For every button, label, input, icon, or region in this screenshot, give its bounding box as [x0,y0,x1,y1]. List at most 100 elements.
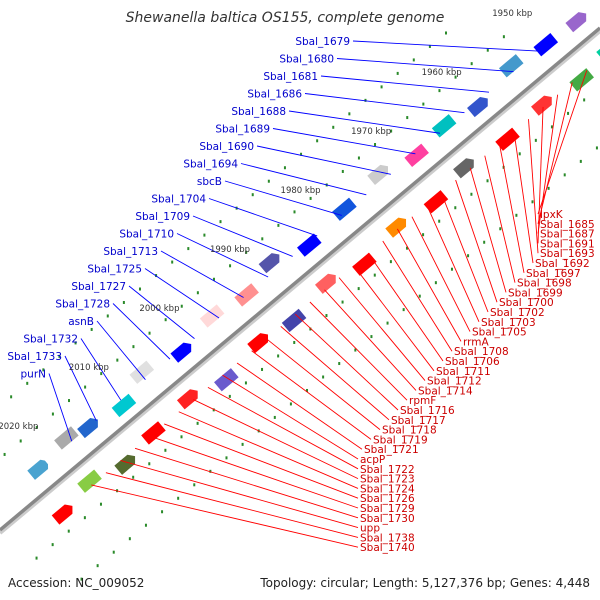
backbone-shadow [0,29,600,535]
reverse-leader [105,472,359,538]
reverse-gene [453,158,474,179]
reverse-leader [280,326,390,421]
track-dot [386,321,389,325]
track-dot [228,394,231,398]
reverse-gene-label: Sbal_1717 [391,415,446,427]
reverse-leader [440,192,489,313]
reverse-leader [528,119,539,254]
forward-leader [304,93,465,114]
track-dot [84,385,87,389]
forward-leader [224,180,342,216]
track-dot [132,345,135,349]
forward-gene [367,164,389,185]
track-dot [515,213,518,217]
reverse-gene-label: Sbal_1726 [360,493,415,505]
track-dot [434,281,437,285]
track-dot [354,348,357,352]
track-dot [325,314,328,318]
forward-gene [565,12,587,33]
track-dot [148,331,151,335]
track-dot [212,277,215,281]
track-dot [406,116,409,120]
forward-leader [352,40,539,52]
track-dot [357,287,360,291]
track-dot [277,223,280,227]
kbp-tick-label: 1980 kbp [281,186,321,196]
reverse-leader [324,289,417,391]
forward-leader [80,338,122,401]
track-dot [563,173,566,177]
track-dot [454,75,457,79]
forward-leader [48,373,73,442]
reverse-leader [498,143,525,273]
reverse-gene [77,469,102,493]
track-dot [309,327,312,331]
forward-leader [160,250,244,298]
forward-leader [96,320,146,380]
track-dot [595,146,598,150]
gene-labels: Sbal_1679 Sbal_1680 Sbal_1681 Sbal_1686 Sbal… [0,9,595,554]
forward-gene-label: Sbal_1727 [71,281,126,293]
reverse-leader [149,435,359,509]
reverse-gene-label: Sbal_1711 [436,366,491,378]
track-dot [402,308,405,312]
forward-gene [54,426,79,450]
forward-gene [498,54,524,78]
track-dot [196,421,199,425]
reverse-gene-label: Sbal_1721 [364,444,419,456]
forward-leader [64,355,97,421]
reverse-leader [426,204,480,322]
reverse-leader [537,106,544,244]
reverse-gene [114,454,136,475]
reverse-gene [531,95,552,116]
track-dot [132,475,135,479]
reverse-gene-label: Sbal_1718 [382,425,437,437]
track-dot [128,537,131,541]
track-dot [35,556,38,560]
track-dot [112,550,115,554]
reverse-gene-label: Sbal_1706 [445,356,500,368]
reverse-gene-label: Sbal_1693 [540,248,595,260]
forward-gene [42,443,68,468]
reverse-gene-label: Sbal_1697 [526,268,581,280]
track-dot [450,267,453,271]
track-dot [144,523,147,527]
forward-gene-label: Sbal_1690 [199,141,254,153]
reverse-gene-label: Sbal_1716 [400,405,455,417]
reverse-leader [134,447,359,519]
forward-gene-label: Sbal_1689 [215,124,270,136]
track-dot [322,375,325,379]
reverse-leader [91,484,359,548]
track-dot [547,186,550,190]
track-dot [289,402,292,406]
forward-leader [288,110,440,134]
reverse-gene [352,252,377,276]
genome-track [0,26,600,535]
track-dot [196,291,199,295]
track-dot [438,219,441,223]
track-dot [26,381,29,385]
track-dot [502,35,505,39]
track-dot [187,247,190,251]
track-dot [100,372,103,376]
reverse-leader [120,460,359,529]
map-title: Shewanella baltica OS155, complete genom… [126,10,445,26]
forward-leader [176,233,269,278]
forward-gene-label: Sbal_1686 [247,89,302,101]
track-dot [370,335,373,339]
track-dot [531,200,534,204]
track-dot [244,381,247,385]
reverse-gene-label: Sbal_1702 [490,307,545,319]
reverse-gene-label: Sbal_1740 [360,542,415,554]
track-dot [180,435,183,439]
reverse-gene-label: Sbal_1738 [360,532,415,544]
track-dot [316,139,319,143]
track-dot [219,220,222,224]
track-dot [245,250,248,254]
forward-leader [128,285,195,339]
reverse-gene-label: Sbal_1691 [540,238,595,250]
reverse-gene-label: Sbal_1687 [540,229,595,241]
reverse-gene [495,127,520,151]
track-dot [177,496,180,500]
reverse-gene-label: Sbal_1722 [360,464,415,476]
